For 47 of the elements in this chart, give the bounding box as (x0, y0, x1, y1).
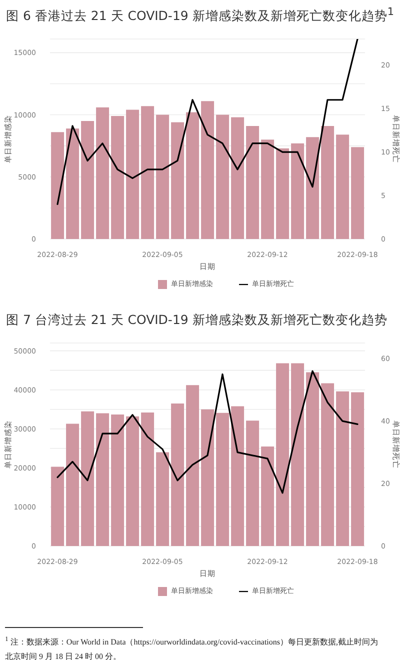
bar (246, 420, 260, 546)
bar (156, 114, 170, 239)
bar (261, 446, 274, 546)
chart-title: 图 7 台湾过去 21 天 COVID-19 新增感染数及新增死亡数变化趋势 (5, 311, 388, 329)
bar (216, 412, 230, 546)
bar (141, 106, 154, 239)
bar (291, 363, 304, 546)
bar (321, 383, 334, 546)
bar (111, 116, 124, 239)
chart-title: 图 6 香港过去 21 天 COVID-19 新增感染数及新增死亡数变化趋势$^{1}$ (5, 5, 395, 26)
bar (201, 101, 214, 239)
bar (291, 143, 304, 239)
bar (96, 413, 110, 546)
bar (51, 466, 64, 546)
bar (96, 107, 110, 239)
bar (336, 391, 350, 546)
bar (81, 120, 94, 239)
bar (66, 424, 80, 546)
bar (51, 132, 64, 239)
bar (66, 128, 80, 239)
bar (246, 126, 260, 239)
bar (351, 147, 364, 239)
bar (306, 372, 320, 546)
bar (216, 114, 230, 239)
bar (351, 392, 364, 546)
bar (321, 126, 334, 239)
bar (126, 416, 140, 546)
bar (276, 363, 290, 546)
bar (156, 452, 170, 546)
bar (201, 409, 214, 546)
line-series (56, 370, 358, 494)
bar (261, 140, 274, 239)
text: $^{1}$ 注：数据来源：Our World in Data（https://ourworldindata.org/covid-vaccinations）每日更新数据,截止时间为北京时间 9 月 18 日 24 时 00 分。 (4, 635, 380, 660)
bar (336, 134, 350, 239)
bar (306, 137, 320, 239)
bar (141, 412, 154, 546)
bar (171, 404, 184, 546)
line-series (56, 39, 358, 206)
bar (81, 411, 94, 546)
bar (171, 122, 184, 239)
bar (231, 117, 244, 239)
bar (231, 406, 244, 546)
bar (126, 110, 140, 239)
bar (111, 414, 124, 546)
bar (276, 148, 290, 239)
bar (186, 112, 200, 239)
bar (186, 385, 200, 546)
